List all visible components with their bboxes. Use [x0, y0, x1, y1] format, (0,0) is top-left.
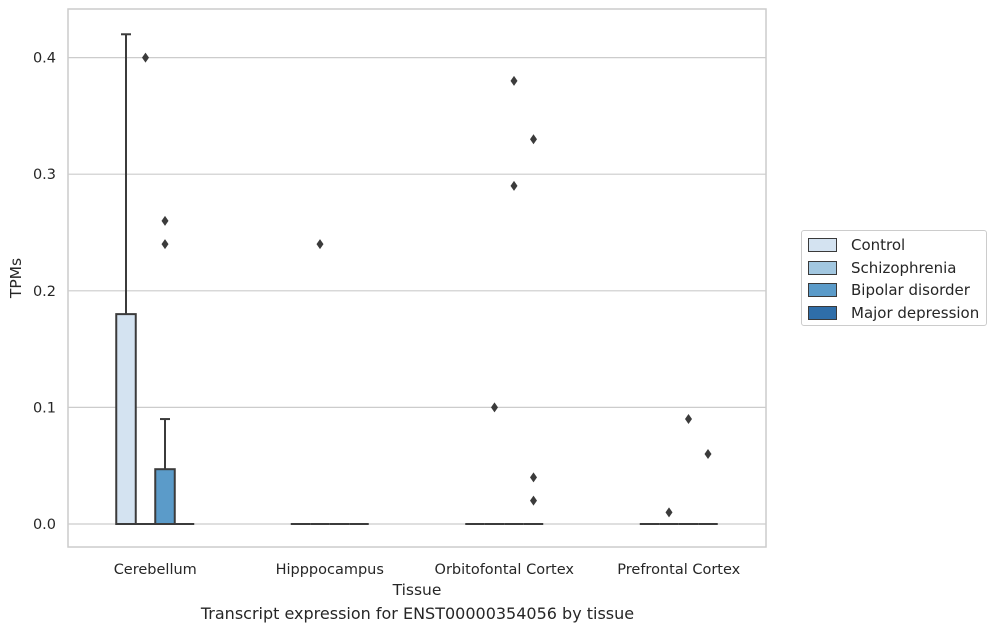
legend-label: Schizophrenia: [851, 258, 957, 277]
legend-entry: Major depression: [808, 303, 979, 323]
outlier-point: [530, 472, 537, 483]
legend-label: Control: [851, 236, 906, 254]
y-tick-label: 0.1: [33, 400, 56, 416]
outlier-point: [530, 495, 537, 506]
x-tick-label: Hipppocampus: [276, 562, 384, 578]
plot-frame: [67, 8, 767, 548]
x-tick-label: Orbitofontal Cortex: [435, 562, 575, 578]
outlier-point: [685, 414, 692, 425]
y-axis-label: TPMs: [7, 258, 25, 299]
outlier-point: [161, 215, 169, 226]
chart-caption: Transcript expression for ENST0000035405…: [200, 604, 635, 623]
legend-swatch: [808, 283, 837, 297]
y-tick-label: 0.0: [33, 517, 56, 533]
legend-entry: Control: [808, 235, 905, 255]
outlier-point: [530, 134, 537, 145]
x-axis-label: Tissue: [392, 581, 442, 599]
legend-swatch: [808, 305, 837, 320]
outlier-point: [491, 402, 498, 413]
outlier-point: [161, 239, 169, 250]
x-tick-label: Cerebellum: [114, 562, 197, 578]
box: [154, 468, 176, 525]
x-tick-label: Prefrontal Cortex: [617, 562, 740, 578]
outlier-point: [510, 180, 518, 191]
legend-entry: Bipolar disorder: [808, 280, 970, 300]
legend-entry: Schizophrenia: [808, 258, 956, 278]
legend: Control Schizophrenia Bipolar disorder Majo…: [801, 230, 987, 326]
outlier-point: [704, 449, 712, 460]
legend-label: Major depression: [851, 303, 980, 322]
outlier-point: [142, 52, 149, 63]
y-tick-label: 0.4: [33, 51, 56, 67]
legend-swatch: [808, 260, 837, 275]
box: [115, 313, 137, 525]
legend-label: Bipolar disorder: [851, 281, 970, 299]
y-tick-label: 0.3: [33, 167, 56, 183]
legend-swatch: [808, 238, 837, 252]
outlier-point: [316, 239, 324, 250]
outlier-point: [510, 75, 518, 86]
outlier-point: [665, 507, 673, 518]
y-tick-label: 0.2: [33, 284, 56, 300]
